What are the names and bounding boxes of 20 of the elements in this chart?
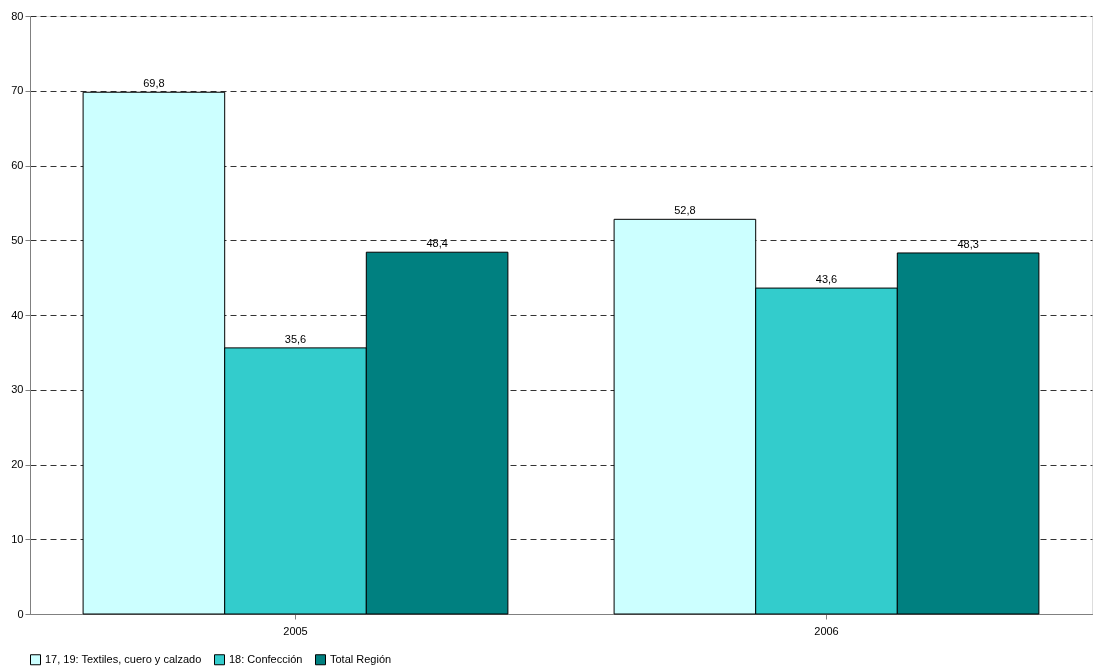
data-label: 48,3 — [957, 237, 979, 250]
x-tick-label: 2006 — [814, 624, 839, 637]
y-tick-label: 10 — [11, 532, 24, 545]
y-tick-label: 80 — [11, 9, 24, 22]
y-tick-label: 30 — [11, 383, 24, 396]
y-tick-label: 20 — [11, 458, 24, 470]
y-tick-label: 0 — [17, 607, 24, 620]
y-tick-label: 70 — [11, 84, 24, 97]
y-tick-label: 60 — [11, 159, 24, 171]
data-label: 48,4 — [426, 237, 448, 250]
data-label: 52,8 — [674, 204, 696, 217]
legend-label: 18: Confección — [229, 652, 303, 665]
data-label: 35,6 — [284, 332, 307, 345]
x-tick-label: 2005 — [283, 624, 308, 637]
y-tick-label: 40 — [11, 308, 24, 321]
data-label: 69,8 — [143, 77, 165, 90]
y-tick-label: 50 — [11, 233, 24, 246]
data-label: 43,6 — [815, 273, 838, 286]
legend-label: Total Región — [330, 652, 392, 665]
legend-label: 17, 19: Textiles, cuero y calzado — [45, 652, 202, 665]
